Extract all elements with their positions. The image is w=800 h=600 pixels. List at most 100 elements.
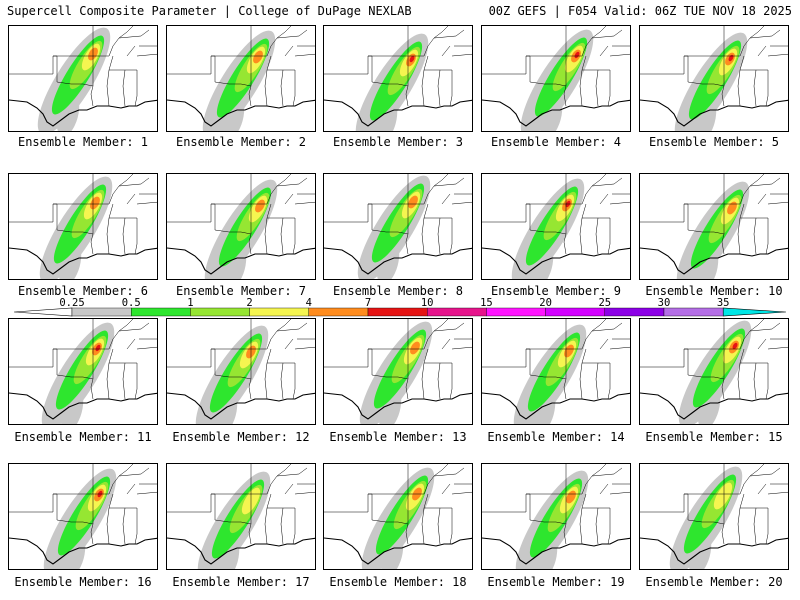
ensemble-member-label: Ensemble Member: 7 — [175, 284, 307, 298]
scp-map — [482, 174, 630, 279]
legend-tick-label: 2 — [246, 297, 253, 309]
scp-contours — [195, 325, 269, 424]
scp-contours — [37, 27, 111, 131]
ensemble-member-label: Ensemble Member: 17 — [172, 575, 310, 589]
legend-tick-label: 25 — [598, 297, 612, 309]
scp-map — [324, 26, 472, 131]
legend-swatch — [249, 307, 310, 317]
scp-map — [167, 26, 315, 131]
scp-map — [324, 174, 472, 279]
legend-tick-label: 7 — [364, 297, 372, 309]
ensemble-map-panel — [323, 318, 473, 425]
color-legend — [13, 307, 787, 317]
legend-low-arrow — [13, 307, 73, 317]
ensemble-member-label: Ensemble Member: 16 — [14, 575, 152, 589]
scp-map — [9, 174, 157, 279]
scp-map — [9, 319, 157, 424]
scp-contours — [674, 32, 748, 131]
legend-swatch — [663, 307, 724, 317]
scp-map — [482, 26, 630, 131]
ensemble-map-panel — [8, 173, 158, 280]
page-title: Supercell Composite Parameter | College … — [7, 4, 412, 18]
ensemble-map-panel — [8, 463, 158, 570]
scp-contours — [676, 181, 750, 279]
scp-contours — [520, 29, 594, 131]
scp-map — [324, 464, 472, 569]
ensemble-map-panel — [8, 318, 158, 425]
legend-tick-label: 20 — [539, 297, 552, 309]
valid-time-label: 00Z GEFS | F054 Valid: 06Z TUE NOV 18 20… — [488, 4, 792, 18]
ensemble-member-label: Ensemble Member: 15 — [645, 430, 783, 444]
scp-contours — [41, 322, 115, 424]
scp-contours — [355, 33, 429, 131]
legend-tick-label: 0.25 — [59, 297, 85, 309]
ensemble-map-panel — [639, 318, 789, 425]
scp-map — [640, 26, 788, 131]
ensemble-member-label: Ensemble Member: 6 — [17, 284, 149, 298]
ensemble-map-panel — [481, 318, 631, 425]
ensemble-map-panel — [639, 463, 789, 570]
scp-map — [9, 26, 157, 131]
scp-map — [324, 319, 472, 424]
legend-tick-label: 15 — [480, 297, 493, 309]
ensemble-map-panel — [323, 173, 473, 280]
ensemble-member-label: Ensemble Member: 18 — [329, 575, 467, 589]
scp-contours — [204, 179, 278, 279]
ensemble-map-panel — [639, 25, 789, 132]
scp-map — [167, 319, 315, 424]
scp-map — [640, 319, 788, 424]
legend-tick-label: 1 — [187, 297, 194, 309]
ensemble-map-panel — [639, 173, 789, 280]
ensemble-map-panel — [481, 463, 631, 570]
legend-tick-label: 4 — [305, 297, 312, 309]
ensemble-map-panel — [323, 463, 473, 570]
ensemble-member-label: Ensemble Member: 3 — [332, 135, 464, 149]
ensemble-member-label: Ensemble Member: 2 — [175, 135, 307, 149]
ensemble-member-label: Ensemble Member: 1 — [17, 135, 149, 149]
ensemble-member-label: Ensemble Member: 14 — [487, 430, 625, 444]
ensemble-map-panel — [166, 318, 316, 425]
ensemble-map-panel — [166, 173, 316, 280]
ensemble-member-label: Ensemble Member: 5 — [648, 135, 780, 149]
ensemble-member-label: Ensemble Member: 9 — [490, 284, 622, 298]
scp-contours — [513, 324, 587, 424]
scp-map — [482, 464, 630, 569]
ensemble-member-label: Ensemble Member: 12 — [172, 430, 310, 444]
ensemble-member-label: Ensemble Member: 11 — [14, 430, 152, 444]
legend-swatch — [545, 307, 605, 317]
scp-contours — [357, 175, 431, 279]
legend-tick-label: 0.5 — [121, 297, 141, 309]
scp-map — [9, 464, 157, 569]
ensemble-member-label: Ensemble Member: 19 — [487, 575, 625, 589]
legend-swatch — [190, 307, 250, 317]
ensemble-member-label: Ensemble Member: 4 — [490, 135, 622, 149]
ensemble-member-label: Ensemble Member: 20 — [645, 575, 783, 589]
legend-swatch — [308, 307, 369, 317]
legend-swatch — [486, 307, 546, 317]
legend-swatch — [604, 307, 665, 317]
ensemble-map-panel — [166, 25, 316, 132]
legend-swatch — [71, 307, 132, 317]
legend-tick-label: 30 — [657, 297, 671, 309]
ensemble-map-panel — [481, 25, 631, 132]
scp-map — [167, 174, 315, 279]
legend-high-arrow — [722, 307, 787, 317]
legend-swatch — [367, 307, 428, 317]
ensemble-map-panel — [166, 463, 316, 570]
scp-contours — [678, 320, 752, 424]
scp-map — [167, 464, 315, 569]
scp-map — [482, 319, 630, 424]
ensemble-map-panel — [8, 25, 158, 132]
scp-contours — [361, 467, 435, 569]
ensemble-member-label: Ensemble Member: 8 — [332, 284, 464, 298]
legend-tick-label: 35 — [716, 297, 730, 309]
legend-swatch — [130, 307, 191, 317]
scp-contours — [515, 470, 589, 569]
scp-map — [640, 464, 788, 569]
ensemble-member-label: Ensemble Member: 13 — [329, 430, 467, 444]
legend-swatch — [427, 307, 487, 317]
ensemble-member-label: Ensemble Member: 10 — [645, 284, 783, 298]
ensemble-map-panel — [323, 25, 473, 132]
ensemble-map-panel — [481, 173, 631, 280]
scp-map — [640, 174, 788, 279]
